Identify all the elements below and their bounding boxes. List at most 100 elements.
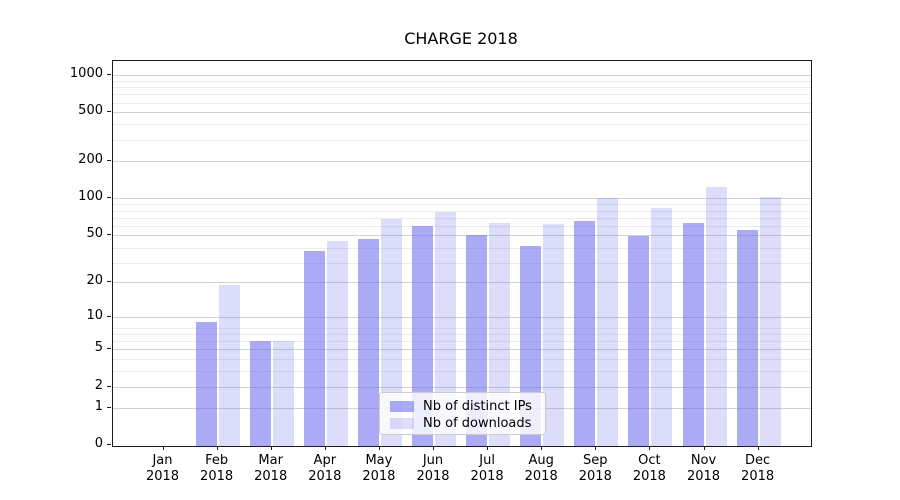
x-tick-label-may: May 2018: [362, 453, 396, 484]
y-tick-label-500: 500: [78, 103, 103, 119]
y-tick-label-50: 50: [86, 225, 103, 241]
gridline-minor: [113, 204, 811, 206]
gridline-y-200: [113, 161, 811, 163]
y-tick-100: [107, 197, 111, 199]
bar-ips-feb-2018: [195, 322, 217, 446]
bar-downloads-aug-2018: [543, 224, 565, 446]
gridline-minor: [113, 94, 811, 96]
x-tick-label-jul: Jul 2018: [470, 453, 504, 484]
x-tick-label-feb: Feb 2018: [200, 453, 234, 484]
x-tick-label-aug: Aug 2018: [524, 453, 558, 484]
x-tick-label-apr: Apr 2018: [308, 453, 342, 484]
gridline-minor: [113, 81, 811, 82]
gridline-minor: [113, 371, 811, 373]
x-tick-label-nov: Nov 2018: [686, 453, 721, 484]
chart-title: CHARGE 2018: [404, 29, 518, 48]
x-tick-may: [378, 446, 380, 450]
gridline-minor: [113, 124, 811, 126]
gridline-y-2: [113, 386, 811, 388]
x-tick-label-jun: Jun 2018: [416, 453, 450, 484]
plot-area: Nb of distinct IPs Nb of downloads: [112, 60, 812, 447]
x-tick-sep: [595, 446, 597, 450]
gridline-minor: [113, 226, 811, 227]
gridline-minor: [113, 327, 811, 329]
y-tick-0: [107, 444, 111, 446]
bar-downloads-apr-2018: [326, 241, 348, 446]
y-tick-label-10: 10: [86, 307, 103, 323]
gridline-minor: [113, 359, 811, 361]
x-tick-label-sep: Sep 2018: [578, 453, 612, 484]
gridline-y-1000: [113, 75, 811, 77]
bar-downloads-jun-2018: [435, 212, 456, 446]
legend-swatch-downloads: [390, 418, 414, 429]
bar-ips-oct-2018: [628, 235, 650, 446]
y-tick-50: [107, 233, 111, 235]
y-tick-1: [107, 407, 111, 409]
x-tick-oct: [649, 446, 651, 450]
gridline-minor: [113, 87, 811, 89]
y-tick-5: [107, 348, 111, 350]
y-tick-label-20: 20: [86, 273, 103, 289]
gridline-minor: [113, 247, 811, 249]
y-tick-label-200: 200: [78, 152, 103, 168]
x-tick-label-dec: Dec 2018: [741, 453, 775, 484]
gridline-y-10: [113, 316, 811, 318]
bar-downloads-mar-2018: [272, 341, 294, 446]
x-tick-aug: [541, 446, 543, 450]
legend-swatch-ips: [390, 401, 414, 412]
gridline-minor: [113, 263, 811, 265]
x-tick-label-jan: Jan 2018: [145, 453, 180, 484]
y-tick-1000: [107, 74, 111, 76]
x-tick-jan: [162, 446, 164, 450]
gridline-y-20: [113, 282, 811, 284]
x-tick-jul: [487, 446, 489, 450]
y-tick-label-0: 0: [94, 436, 103, 452]
y-tick-label-100: 100: [78, 189, 103, 205]
bar-downloads-sep-2018: [597, 198, 619, 446]
legend-row-ips: Nb of distinct IPs: [390, 398, 545, 415]
x-tick-mar: [270, 446, 272, 450]
x-tick-nov: [703, 446, 705, 450]
x-tick-label-oct: Oct 2018: [632, 453, 666, 484]
gridline-minor: [113, 139, 811, 141]
bar-downloads-nov-2018: [705, 187, 727, 446]
bar-ips-mar-2018: [249, 341, 271, 446]
gridline-minor: [113, 102, 811, 104]
y-tick-label-1000: 1000: [69, 66, 103, 82]
legend: Nb of distinct IPs Nb of downloads: [379, 392, 546, 435]
bar-downloads-dec-2018: [759, 196, 781, 446]
bar-downloads-jul-2018: [489, 222, 511, 446]
bar-ips-dec-2018: [736, 229, 758, 446]
gridline-y-100: [113, 198, 811, 200]
bar-downloads-may-2018: [380, 219, 402, 446]
y-tick-10: [107, 315, 111, 317]
gridline-y-5: [113, 349, 811, 351]
gridline-minor: [113, 341, 811, 343]
bar-downloads-feb-2018: [218, 284, 240, 446]
bar-ips-jun-2018: [412, 226, 433, 446]
gridline-minor: [113, 210, 811, 212]
bar-ips-apr-2018: [303, 250, 325, 446]
y-tick-label-2: 2: [94, 377, 103, 393]
legend-label-downloads: Nb of downloads: [423, 416, 532, 431]
gridline-minor: [113, 333, 811, 335]
bar-downloads-oct-2018: [651, 208, 673, 446]
gridline-y-50: [113, 234, 811, 236]
legend-label-ips: Nb of distinct IPs: [423, 399, 532, 414]
x-tick-dec: [757, 446, 759, 450]
y-tick-2: [107, 385, 111, 387]
y-tick-200: [107, 160, 111, 162]
y-tick-label-1: 1: [94, 399, 103, 415]
bar-ips-may-2018: [357, 239, 379, 446]
legend-row-downloads: Nb of downloads: [390, 415, 545, 432]
x-tick-label-mar: Mar 2018: [254, 453, 288, 484]
bar-ips-nov-2018: [682, 222, 704, 446]
bar-ips-sep-2018: [574, 220, 596, 446]
y-tick-20: [107, 281, 111, 283]
x-tick-feb: [216, 446, 218, 450]
y-tick-label-5: 5: [94, 340, 103, 356]
x-tick-apr: [324, 446, 326, 450]
x-tick-jun: [433, 446, 434, 450]
gridline-minor: [113, 217, 811, 219]
